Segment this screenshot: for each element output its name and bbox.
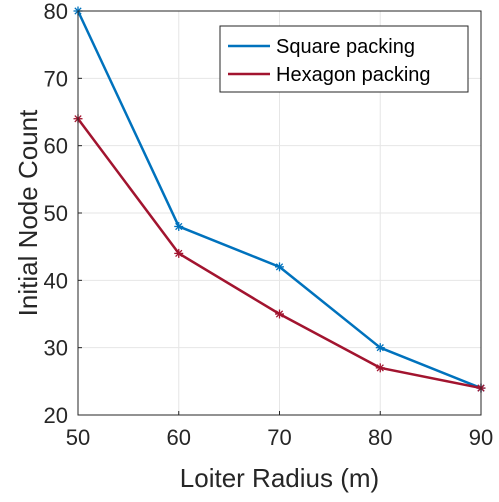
x-axis-label: Loiter Radius (m) [180,463,379,493]
data-point-square-packing [275,262,284,272]
x-tick-label: 70 [267,425,291,450]
y-tick-label: 80 [44,0,68,24]
data-point-square-packing [174,221,184,231]
legend: Square packing Hexagon packing [219,25,469,93]
x-tick-label: 60 [167,425,191,450]
y-tick-label: 70 [44,66,68,91]
legend-label-hexagon-packing: Hexagon packing [276,64,431,86]
data-point-hexagon-packing [174,248,184,258]
x-tick-label: 50 [66,425,90,450]
x-tick-label: 90 [469,425,493,450]
data-point-hexagon-packing [375,363,385,373]
y-tick-label: 20 [44,403,68,428]
data-point-hexagon-packing [275,309,284,319]
y-axis-label: Initial Node Count [13,109,43,316]
legend-box [219,25,469,93]
y-tick-label: 30 [44,336,68,361]
data-point-square-packing [375,343,385,353]
y-tick-label: 40 [44,268,68,293]
y-tick-label: 60 [44,134,68,159]
x-tick-label: 80 [368,425,392,450]
axis-ticks: 50 60 70 80 90 20 30 40 50 60 70 80 [44,0,494,450]
legend-label-square-packing: Square packing [276,36,415,58]
y-tick-label: 50 [44,201,68,226]
